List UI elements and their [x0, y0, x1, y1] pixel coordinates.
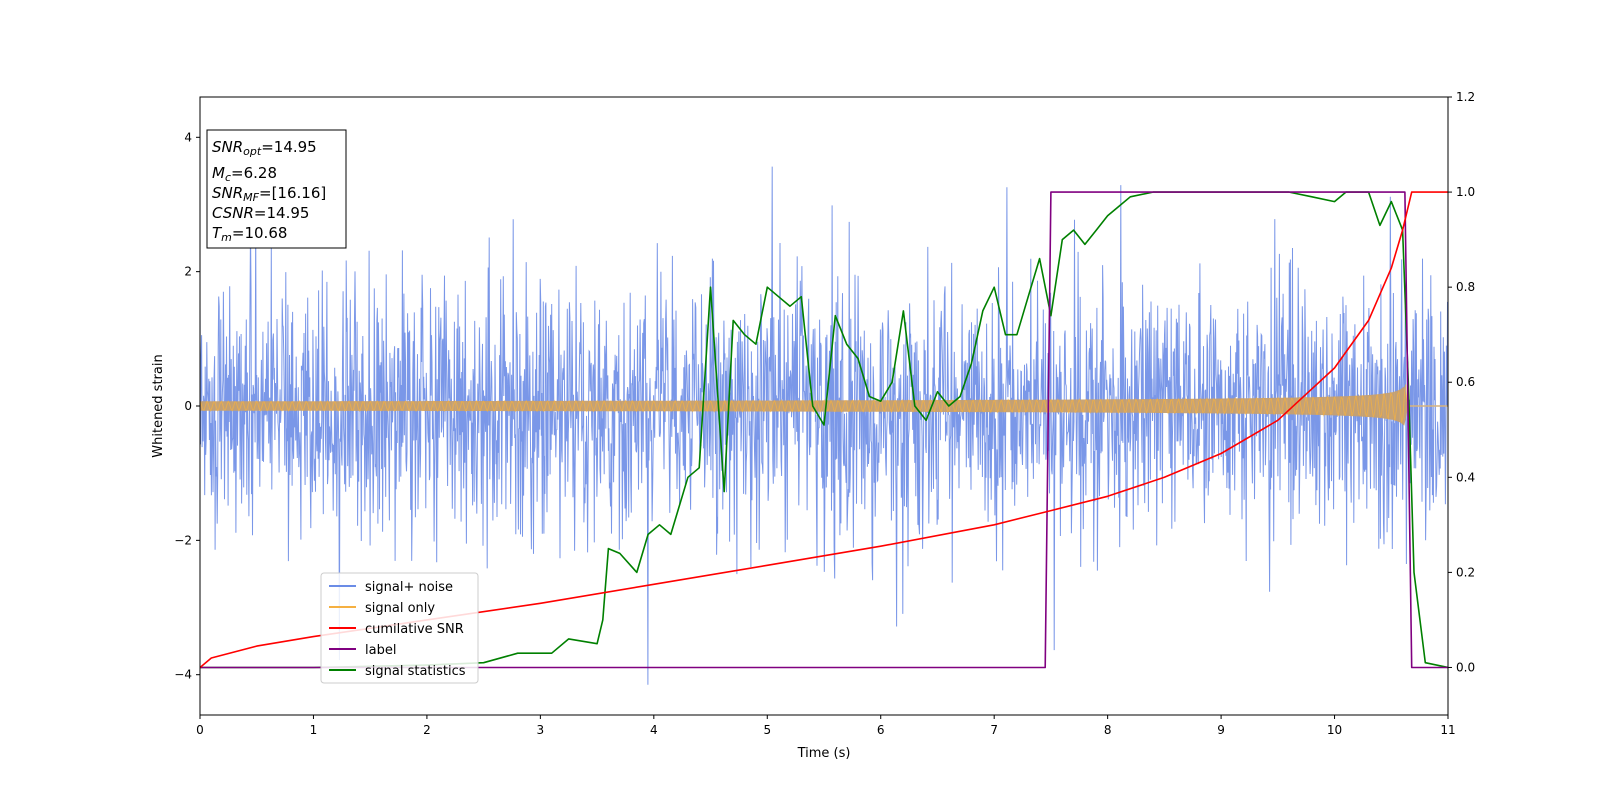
y2-tick-label: 0.6 [1456, 375, 1475, 389]
legend-frame [320, 572, 479, 684]
signal-only-series [200, 384, 1448, 426]
x-tick-label: 7 [990, 723, 998, 737]
y-tick-label: −4 [174, 668, 192, 682]
y-tick-label: 0 [184, 399, 192, 413]
info-box: SNRopt=14.95 Mc=6.28 SNRMF=[16.16] CSNR=… [206, 129, 347, 249]
tm-text: Tm=10.68 [212, 224, 287, 244]
y-tick-label: 2 [184, 265, 192, 279]
y2-tick-label: 0.4 [1456, 470, 1475, 484]
legend-label: label [365, 643, 396, 658]
legend-label: signal only [365, 601, 435, 616]
x-tick-label: 8 [1104, 723, 1112, 737]
x-tick-label: 11 [1440, 723, 1455, 737]
y-axis-label: Whitened strain [151, 354, 166, 457]
x-tick-label: 1 [310, 723, 318, 737]
snr-mf-text: SNRMF=[16.16] [212, 184, 326, 204]
x-axis-label: Time (s) [797, 746, 851, 761]
x-tick-label: 9 [1217, 723, 1225, 737]
x-tick-label: 10 [1327, 723, 1342, 737]
x-tick-label: 0 [196, 723, 204, 737]
y2-tick-label: 1.0 [1456, 185, 1475, 199]
y-tick-label: −2 [174, 533, 192, 547]
x-tick-label: 4 [650, 723, 658, 737]
label-line [200, 191, 1448, 669]
legend-label: cumilative SNR [365, 622, 464, 637]
x-tick-label: 3 [537, 723, 545, 737]
y2-tick-label: 0.2 [1456, 565, 1475, 579]
y2-tick-label: 1.2 [1456, 90, 1475, 104]
legend-label: signal statistics [365, 664, 466, 679]
axes: 0 1 2 3 4 5 6 7 8 9 10 11 4 2 0 −2 −4 1.2 1.0 0.8 0.6 0.4 0.2 0… [174, 90, 1475, 737]
snr-opt-text: SNRopt=14.95 [212, 138, 317, 158]
legend: signal+ noise signal only cumilative SNR la… [320, 572, 479, 684]
y-tick-label: 4 [184, 130, 192, 144]
x-tick-label: 2 [423, 723, 431, 737]
signal-plus-noise-series [200, 166, 1448, 685]
x-tick-label: 6 [877, 723, 885, 737]
mc-text: Mc=6.28 [212, 164, 277, 184]
csnr-text: CSNR=14.95 [212, 204, 309, 222]
info-box-frame [206, 129, 347, 249]
y2-tick-label: 0.8 [1456, 280, 1475, 294]
x-tick-label: 5 [763, 723, 771, 737]
signal-only-line [200, 384, 1409, 423]
legend-label: signal+ noise [365, 580, 453, 595]
y2-tick-label: 0.0 [1456, 660, 1475, 674]
signal-plus-noise-line [200, 166, 1448, 685]
